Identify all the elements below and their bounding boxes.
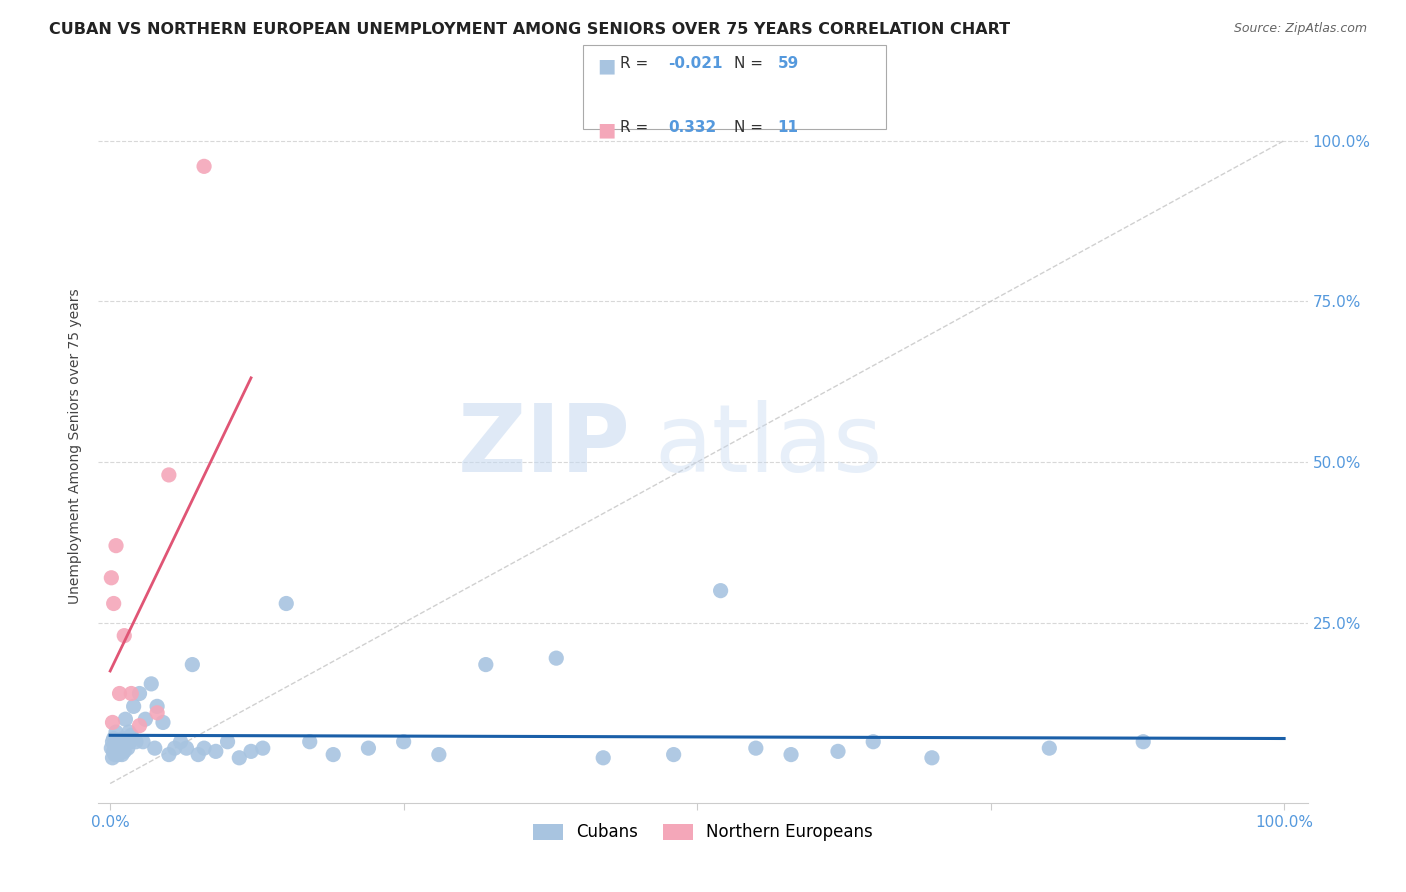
Point <box>169 735 191 749</box>
Point <box>152 715 174 730</box>
Point <box>228 751 250 765</box>
Point <box>103 597 125 611</box>
Point <box>112 629 135 643</box>
Point <box>662 747 685 762</box>
Point <box>187 747 209 762</box>
Point <box>392 735 415 749</box>
Text: ■: ■ <box>598 56 616 75</box>
Point <box>176 741 198 756</box>
Point <box>105 738 128 752</box>
Point <box>204 744 226 758</box>
Point <box>132 735 155 749</box>
Point <box>181 657 204 672</box>
Point <box>357 741 380 756</box>
Point <box>117 741 139 756</box>
Point <box>114 712 136 726</box>
Point <box>105 741 128 756</box>
Text: atlas: atlas <box>655 400 883 492</box>
Text: R =: R = <box>620 56 654 71</box>
Point <box>112 744 135 758</box>
Text: 0.332: 0.332 <box>668 120 716 136</box>
Point <box>128 686 150 700</box>
Point <box>103 744 125 758</box>
Point <box>105 539 128 553</box>
Point <box>111 747 134 762</box>
Point <box>862 735 884 749</box>
Text: CUBAN VS NORTHERN EUROPEAN UNEMPLOYMENT AMONG SENIORS OVER 75 YEARS CORRELATION : CUBAN VS NORTHERN EUROPEAN UNEMPLOYMENT … <box>49 22 1011 37</box>
Point <box>122 699 145 714</box>
Text: 11: 11 <box>778 120 799 136</box>
Point <box>146 699 169 714</box>
Point <box>240 744 263 758</box>
Point <box>101 735 124 749</box>
Point <box>128 719 150 733</box>
Point <box>103 731 125 746</box>
Legend: Cubans, Northern Europeans: Cubans, Northern Europeans <box>526 817 880 848</box>
Point <box>104 747 127 762</box>
Text: N =: N = <box>734 120 768 136</box>
Point <box>120 728 142 742</box>
Point <box>120 686 142 700</box>
Point <box>193 159 215 173</box>
Point <box>217 735 239 749</box>
Point <box>120 735 142 749</box>
Point <box>134 712 156 726</box>
Point <box>125 735 148 749</box>
Point <box>112 731 135 746</box>
Point <box>193 741 215 756</box>
Point <box>546 651 568 665</box>
Point <box>157 747 180 762</box>
Text: N =: N = <box>734 56 768 71</box>
Point <box>780 747 803 762</box>
Point <box>1132 735 1154 749</box>
Point <box>146 706 169 720</box>
Point <box>157 467 180 482</box>
Point <box>921 751 943 765</box>
Point <box>827 744 849 758</box>
Point <box>163 741 186 756</box>
Text: ZIP: ZIP <box>457 400 630 492</box>
Point <box>101 715 124 730</box>
Point <box>118 725 141 739</box>
Point <box>252 741 274 756</box>
Point <box>427 747 450 762</box>
Point <box>108 735 131 749</box>
Text: 59: 59 <box>778 56 799 71</box>
Point <box>276 597 298 611</box>
Point <box>100 571 122 585</box>
Point <box>105 725 128 739</box>
Point <box>475 657 498 672</box>
Point <box>110 741 132 756</box>
Point <box>745 741 768 756</box>
Point <box>1038 741 1060 756</box>
Y-axis label: Unemployment Among Seniors over 75 years: Unemployment Among Seniors over 75 years <box>69 288 83 604</box>
Text: ■: ■ <box>598 120 616 139</box>
Point <box>100 741 122 756</box>
Text: R =: R = <box>620 120 658 136</box>
Point <box>108 686 131 700</box>
Point <box>322 747 344 762</box>
Text: -0.021: -0.021 <box>668 56 723 71</box>
Point <box>710 583 733 598</box>
Point <box>298 735 321 749</box>
Point <box>107 747 129 762</box>
Point <box>141 677 163 691</box>
Point <box>101 751 124 765</box>
Point <box>592 751 614 765</box>
Text: Source: ZipAtlas.com: Source: ZipAtlas.com <box>1233 22 1367 36</box>
Point <box>143 741 166 756</box>
